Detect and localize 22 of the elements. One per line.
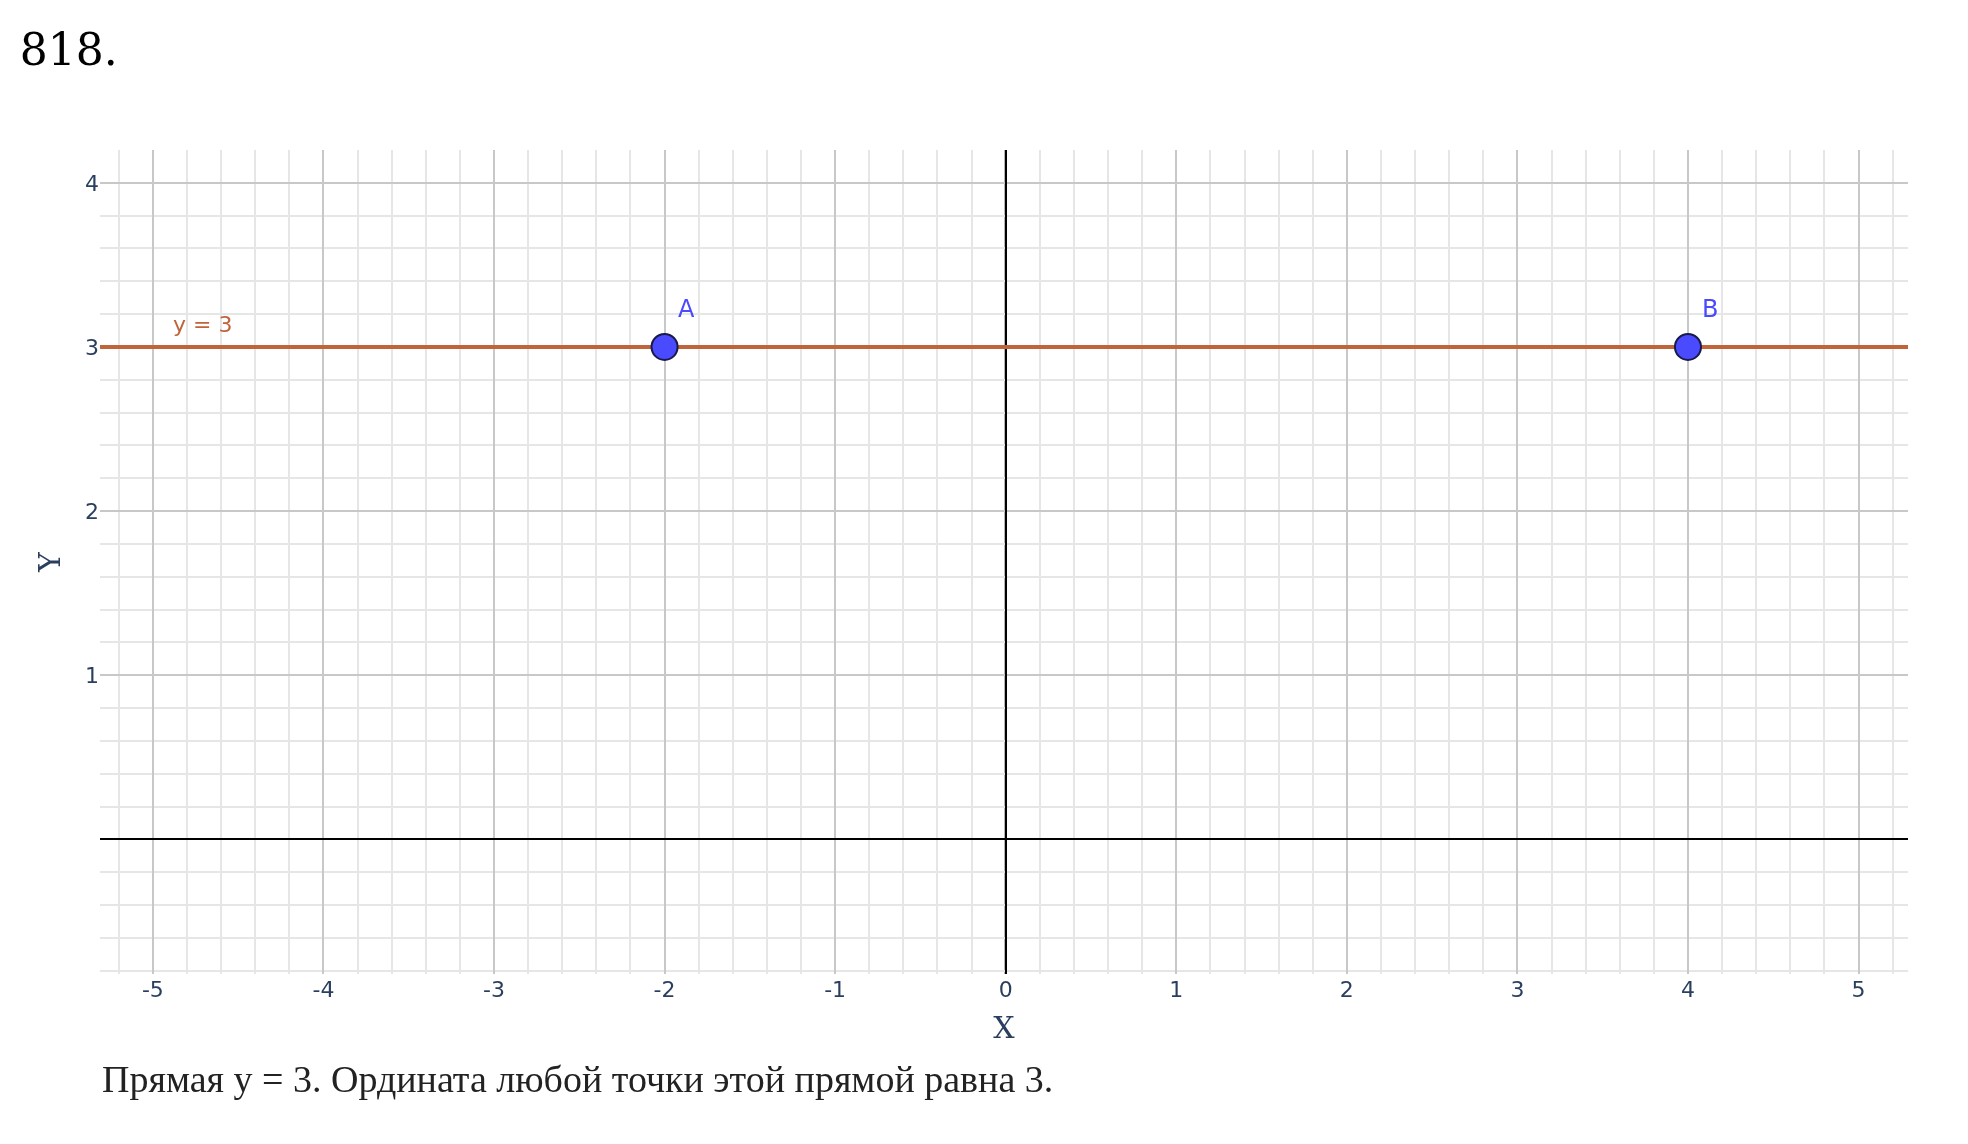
series-label: y = 3 <box>173 312 233 337</box>
x-tick-label: 3 <box>1510 977 1525 1002</box>
y-tick-label: 3 <box>85 334 99 360</box>
x-tick-label: -5 <box>141 977 164 1002</box>
x-tick-label: 2 <box>1339 977 1354 1002</box>
y-tick-label: 4 <box>85 170 99 196</box>
x-tick-label: -4 <box>312 977 335 1002</box>
chart-title: 818. <box>19 24 118 76</box>
x-axis-title: X <box>993 1009 1016 1045</box>
x-tick-label: -1 <box>824 977 847 1002</box>
y-axis-title: Y <box>32 550 67 573</box>
text: Прямая y = 3. Ордината любой точки этой прямой равна 3. <box>102 1058 1054 1100</box>
y-tick-label: 1 <box>85 662 99 688</box>
x-tick-label: 1 <box>1169 977 1184 1002</box>
x-tick-label: -3 <box>483 977 505 1002</box>
y-tick-label: 2 <box>85 498 99 524</box>
annotation: B <box>1702 295 1719 323</box>
x-tick-label: 4 <box>1680 977 1695 1002</box>
x-tick-label: 5 <box>1851 977 1866 1002</box>
x-tick-label: 0 <box>998 977 1013 1002</box>
annotation: A <box>678 295 695 323</box>
x-tick-label: -2 <box>653 977 676 1002</box>
